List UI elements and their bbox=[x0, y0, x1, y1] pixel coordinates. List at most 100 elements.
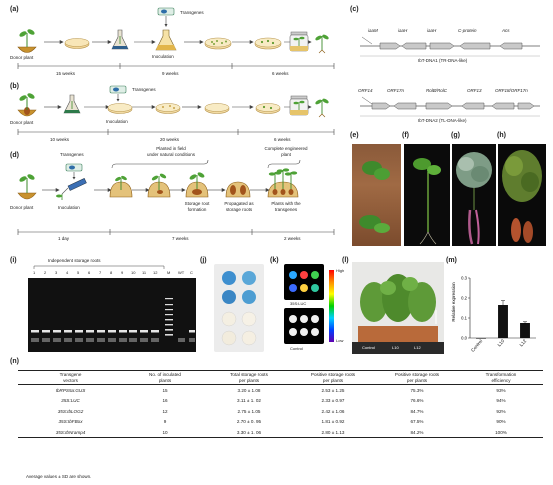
y-tick-label: 0.1 bbox=[461, 316, 467, 321]
field-stage-2-icon bbox=[147, 173, 171, 198]
complete-plant-label: Complete engineered plant bbox=[264, 146, 308, 157]
panel-m-label: (m) bbox=[446, 257, 457, 264]
lane-labels: 1 2 3 4 5 6 7 8 9 10 11 12 M WT C bbox=[30, 270, 195, 278]
donor-plant-icon bbox=[17, 93, 37, 117]
expression-bar-chart: Relative expression 0.0 0.1 0.2 0.3 Control… bbox=[451, 276, 536, 353]
table-footnote: Average values ± SD are shown. bbox=[26, 474, 92, 479]
lane-label: 5 bbox=[77, 270, 80, 275]
lane-label: 8 bbox=[110, 270, 113, 275]
panel-d-label: (d) bbox=[10, 152, 19, 159]
x-tick-label: Control bbox=[470, 338, 483, 352]
table-row: 35S:IbFBox 9 2.70 ± 0. 95 1.81 ± 0.92 67… bbox=[18, 416, 543, 427]
table-cell: 93% bbox=[496, 387, 506, 393]
lane-label: C bbox=[190, 270, 193, 275]
tl-dna-map bbox=[360, 96, 540, 117]
inoculation-label: Inoculation bbox=[106, 119, 128, 124]
callus-plate-2-icon bbox=[204, 103, 230, 114]
transgenes-label: Transgenes bbox=[60, 152, 84, 157]
x-tick-label: L10 bbox=[497, 338, 506, 347]
table-cell: 9 bbox=[163, 419, 167, 425]
col-header: No. of inculated plants bbox=[149, 372, 181, 383]
x-tick-label: L12 bbox=[519, 338, 528, 347]
planted-label: Planted in field under natural condition… bbox=[146, 146, 196, 157]
col-header: Transgene vectors bbox=[59, 372, 82, 383]
flask-icon bbox=[111, 29, 129, 50]
table-cell: IbRPS5a:GUS bbox=[55, 387, 86, 393]
col-header: Positive storage roots per plants bbox=[310, 372, 356, 383]
table-cell: 67.5% bbox=[410, 419, 424, 425]
panel-h-label: (h) bbox=[497, 132, 506, 139]
plant-label-l10: L10 bbox=[392, 345, 399, 350]
donor-plant-label: Donor plant bbox=[10, 205, 34, 210]
control-image bbox=[284, 308, 324, 344]
seedling-icon bbox=[315, 98, 329, 118]
table-cell: 2.80 ± 1.13 bbox=[321, 429, 345, 435]
gus-staining-photo bbox=[214, 264, 264, 352]
regeneration-plate-icon bbox=[254, 37, 282, 50]
table-cell: 84.2% bbox=[410, 429, 424, 435]
table-cell: 84.7% bbox=[410, 408, 424, 414]
lane-label: 7 bbox=[99, 270, 102, 275]
lane-label: 2 bbox=[44, 270, 47, 275]
table-row: 35S:IbLOG2 12 2.75 ± 1.05 2.42 ± 1.06 84… bbox=[18, 406, 543, 417]
duration-3: 6 weeks bbox=[272, 71, 289, 76]
callus-plate-1-icon bbox=[155, 103, 181, 114]
table-cell: 75.3% bbox=[410, 387, 424, 393]
table-cell: 35S:IbLOG2 bbox=[57, 408, 84, 414]
inoculation-label: Inoculation bbox=[58, 205, 80, 210]
tl-gene-3: RolB/RolC bbox=[426, 88, 448, 93]
panel-c-label: (c) bbox=[350, 6, 359, 13]
panel-f-label: (f) bbox=[402, 132, 409, 139]
plant-label-l12: L12 bbox=[414, 345, 421, 350]
table-cell: 35S:LUC bbox=[61, 398, 80, 404]
col-header: Transformation efficiency bbox=[485, 372, 517, 383]
transgene-vial-icon bbox=[109, 85, 127, 102]
y-tick-label: 0.0 bbox=[461, 336, 467, 341]
tl-caption: IbT-DNA2 (TL-DNA-like) bbox=[418, 118, 467, 123]
callus-plate-3-icon bbox=[255, 103, 281, 114]
bar bbox=[498, 305, 508, 338]
panel-b-label: (b) bbox=[10, 83, 19, 90]
seedling-icon bbox=[315, 34, 329, 54]
table-cell: 92% bbox=[496, 408, 506, 414]
panel-a-label: (a) bbox=[10, 6, 19, 13]
explant-plate-icon bbox=[204, 37, 232, 50]
table-cell: 3.11 ± 1. 02 bbox=[237, 398, 261, 404]
propagated-label: Propagated as storage roots bbox=[224, 201, 254, 212]
lane-label: M bbox=[167, 270, 171, 275]
duration-1: 15 weeks bbox=[56, 71, 76, 76]
panel-l-label: (l) bbox=[342, 257, 349, 264]
duration-1: 1 day bbox=[58, 236, 70, 241]
duration-2: 7 weeks bbox=[172, 236, 189, 241]
duration-3: 2 weeks bbox=[284, 236, 301, 241]
gel-image bbox=[28, 278, 196, 352]
bar bbox=[476, 338, 486, 339]
table-cell: 2.75 ± 1.05 bbox=[237, 408, 261, 414]
donor-plant-label: Donor plant bbox=[10, 120, 34, 125]
duration-2: 9 weeks bbox=[162, 71, 179, 76]
y-axis-label: Relative expression bbox=[451, 282, 456, 322]
tr-caption: IbT-DNA1 (TR-DNA-like) bbox=[418, 58, 468, 63]
luminescence-scale bbox=[329, 270, 334, 342]
table-cell: 15 bbox=[162, 387, 168, 393]
panel-b-schematic bbox=[17, 85, 335, 135]
table-header-row: Transgene vectors No. of inculated plant… bbox=[18, 370, 543, 385]
inoculation-plate-icon bbox=[107, 103, 133, 114]
tr-gene-3: iaaH bbox=[427, 28, 437, 33]
table-cell: 35S:IbNramp4 bbox=[55, 429, 86, 435]
lane-label: 6 bbox=[88, 270, 91, 275]
tl-gene-2: ORF17n bbox=[387, 88, 405, 93]
bar bbox=[520, 323, 530, 338]
col-header: Positive storage roots per plants bbox=[394, 372, 440, 383]
table-cell: 35S:IbFBox bbox=[58, 419, 83, 425]
engineered-plants-icon bbox=[267, 168, 299, 198]
table-cell: 10 bbox=[162, 429, 168, 435]
petri-dish-icon bbox=[64, 38, 90, 49]
table-cell: 76.6% bbox=[410, 398, 424, 404]
table-cell: 3.20 ± 1.08 bbox=[237, 387, 261, 393]
table-cell: 2.70 ± 0. 95 bbox=[236, 419, 262, 425]
lane-label: 12 bbox=[153, 270, 158, 275]
culture-jar-icon bbox=[289, 31, 309, 52]
lane-label: WT bbox=[178, 270, 185, 275]
y-tick-label: 0.3 bbox=[461, 276, 467, 281]
